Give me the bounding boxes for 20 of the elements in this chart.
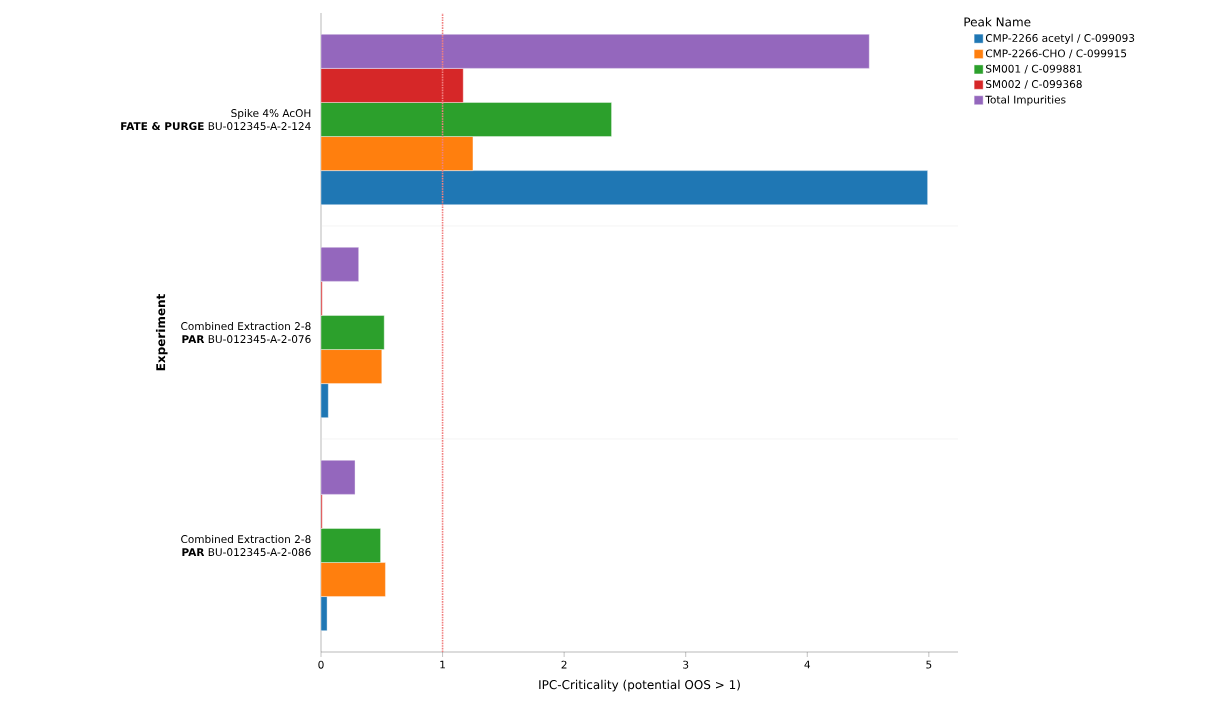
legend-label: SM002 / C-099368 [986,80,1082,89]
x-tick-label: 2 [561,660,567,669]
x-tick-label: 1 [440,660,445,669]
legend-label: Total Impurities [985,95,1066,106]
y-axis-title: Experiment [155,293,168,371]
legend-label: CMP-2266-CHO / C-099915 [985,49,1127,59]
x-tick-label: 0 [318,660,324,669]
x-tick-label: 4 [804,660,811,669]
category-label: Spike 4% AcOH FATE & PURGE BU-012345-A-2-124 [121,108,311,131]
bar [321,349,382,384]
legend-label: SM001 / C-099881 [986,64,1082,74]
legend-label: CMP-2266 acetyl / C-099093 [985,33,1135,45]
x-tick-label: 3 [683,660,689,669]
bar [321,562,386,597]
x-axis-title: IPC-Criticality (potential OOS > 1) [539,679,740,692]
y-tick-label: Combined Extraction 2-8 PAR BU-012345-A-2-086 [181,534,311,557]
legend-title: Peak Name [964,17,1031,27]
bar [321,136,474,171]
y-tick-label: Combined Extraction 2-8 PAR BU-012345-A-2-076 [181,321,311,344]
x-tick-label: 5 [926,660,932,669]
